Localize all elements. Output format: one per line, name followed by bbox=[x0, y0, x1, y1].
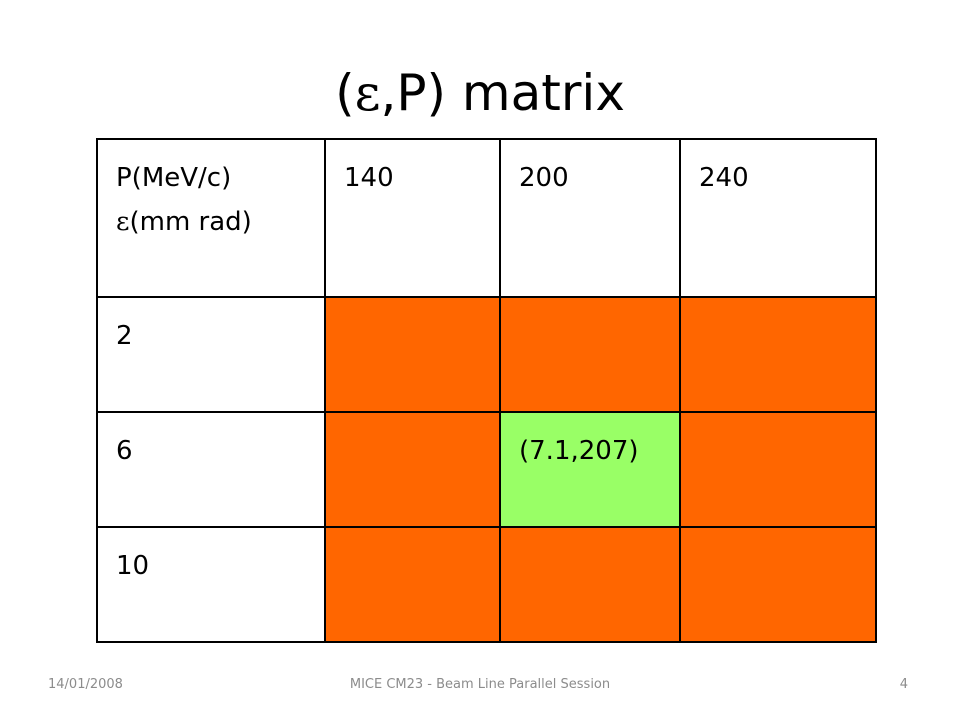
row-label: 2 bbox=[96, 296, 326, 413]
title-epsilon: ε bbox=[354, 64, 381, 122]
emittance-unit: (mm rad) bbox=[129, 207, 252, 237]
matrix-cell bbox=[324, 296, 501, 413]
header-label-cell: P(MeV/c) ε(mm rad) bbox=[96, 138, 326, 298]
table-row: 10 bbox=[96, 526, 877, 643]
column-header-3: 240 bbox=[679, 138, 877, 298]
matrix-cell bbox=[679, 526, 877, 643]
matrix-cell bbox=[499, 296, 681, 413]
row-label: 6 bbox=[96, 411, 326, 528]
title-rest: ,P) matrix bbox=[380, 64, 625, 122]
slide-title: (ε,P) matrix bbox=[0, 58, 960, 128]
table-row: 2 bbox=[96, 296, 877, 413]
emittance-momentum-matrix: P(MeV/c) ε(mm rad) 140 200 240 2 6 (7.1,… bbox=[96, 138, 877, 643]
footer-title: MICE CM23 - Beam Line Parallel Session bbox=[349, 677, 611, 692]
table-row: 6 (7.1,207) bbox=[96, 411, 877, 528]
matrix-cell bbox=[499, 526, 681, 643]
matrix-cell bbox=[324, 526, 501, 643]
page-number: 4 bbox=[899, 677, 908, 692]
row-label: 10 bbox=[96, 526, 326, 643]
highlighted-matrix-cell: (7.1,207) bbox=[499, 411, 681, 528]
column-header-2: 200 bbox=[499, 138, 681, 298]
title-prefix: ( bbox=[335, 64, 355, 122]
emittance-label: ε(mm rad) bbox=[116, 200, 324, 244]
footer-date: 14/01/2008 bbox=[48, 677, 123, 692]
header-row: P(MeV/c) ε(mm rad) 140 200 240 bbox=[96, 138, 877, 298]
matrix-cell bbox=[679, 411, 877, 528]
emittance-symbol: ε bbox=[116, 207, 130, 237]
matrix-cell bbox=[679, 296, 877, 413]
matrix-cell bbox=[324, 411, 501, 528]
momentum-label: P(MeV/c) bbox=[116, 163, 232, 193]
column-header-1: 140 bbox=[324, 138, 501, 298]
